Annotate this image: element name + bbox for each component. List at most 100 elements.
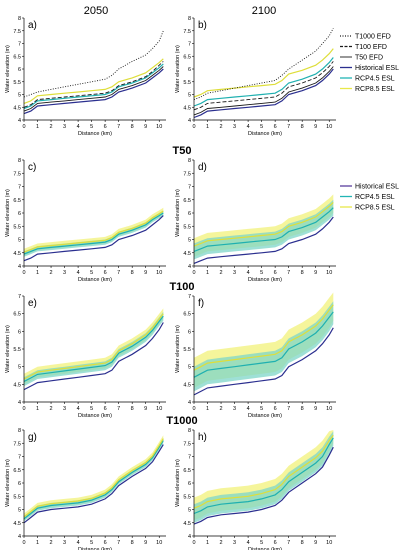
y-tick-label: 4 (18, 264, 21, 270)
panel-h: 0 1 2 3 4 5 6 7 8 9 10 4 4.5 5 5.5 6 6.5 7 7.5 8 Distance (k… (175, 428, 336, 550)
panel-label: g) (28, 432, 37, 443)
x-tick-label: 7 (287, 540, 290, 546)
y-tick-label: 4.5 (13, 251, 21, 257)
y-tick-label: 5.5 (13, 347, 21, 353)
x-tick-label: 7 (117, 540, 120, 546)
x-tick-label: 1 (206, 124, 209, 130)
y-tick-label: 6 (18, 211, 21, 217)
series-line-rcp8-5-esl (23, 313, 164, 380)
y-tick-label: 7.5 (13, 171, 21, 177)
x-tick-label: 10 (326, 124, 332, 130)
y-tick-label: 6 (18, 481, 21, 487)
x-tick-label: 9 (314, 124, 317, 130)
plot-area (24, 430, 166, 536)
x-tick-label: 3 (233, 124, 236, 130)
row-title-t1000: T1000 (166, 415, 197, 427)
y-tick-label: 7.5 (13, 441, 21, 447)
x-tick-label: 5 (90, 540, 93, 546)
x-tick-label: 7 (287, 124, 290, 130)
x-tick-label: 1 (206, 540, 209, 546)
x-tick-label: 0 (22, 270, 25, 276)
series-line-t50-efd (23, 66, 164, 112)
panel-label: f) (198, 298, 204, 309)
x-tick-label: 0 (22, 540, 25, 546)
legend-label: T1000 EFD (355, 34, 391, 41)
y-axis-label: Water elevation (m) (175, 325, 181, 373)
y-tick-label: 4.5 (13, 521, 21, 527)
series-line-rcp4-5-esl (23, 63, 164, 110)
y-tick-label: 4.5 (13, 105, 21, 111)
x-tick-label: 2 (220, 540, 223, 546)
y-tick-label: 7 (188, 185, 191, 191)
y-tick-label: 6.5 (183, 312, 191, 318)
panel-label: h) (198, 432, 207, 443)
plot-area (194, 18, 336, 120)
legend-middle: Historical ESL RCP4.5 ESL RCP8.5 ESL (340, 184, 399, 212)
y-tick-label: 8 (18, 16, 21, 22)
x-tick-label: 1 (36, 540, 39, 546)
legend-top: T1000 EFD T100 EFD T50 EFD Historical ESL RC… (340, 34, 399, 93)
x-tick-label: 10 (326, 270, 332, 276)
x-axis-label: Distance (km) (248, 277, 282, 283)
x-tick-label: 6 (274, 124, 277, 130)
y-axis-label: Water elevation (m) (5, 459, 11, 507)
x-tick-label: 5 (260, 124, 263, 130)
x-tick-label: 4 (77, 540, 80, 546)
series-line-rcp8-5-esl (193, 304, 334, 371)
y-tick-label: 4 (18, 534, 21, 540)
series-line-rcp4-5-esl (193, 311, 334, 378)
x-tick-label: 2 (220, 406, 223, 412)
x-tick-label: 7 (117, 124, 120, 130)
x-tick-label: 4 (247, 406, 250, 412)
legend-label: RCP8.5 ESL (355, 205, 395, 212)
y-tick-label: 5.5 (183, 494, 191, 500)
panel-label: b) (198, 20, 207, 31)
y-tick-label: 5 (18, 238, 21, 244)
y-tick-label: 6 (18, 329, 21, 335)
series-line-rcp8-5-esl (193, 48, 334, 98)
series-line-rcp4-5-esl (193, 207, 334, 252)
panel-e: 0 1 2 3 4 5 6 7 8 9 10 4 4.5 5 5.5 6 6.5 7 Distance (km) Wa… (5, 294, 166, 419)
x-tick-label: 3 (233, 270, 236, 276)
x-tick-label: 6 (104, 406, 107, 412)
x-tick-label: 3 (63, 124, 66, 130)
x-tick-label: 10 (156, 270, 162, 276)
x-tick-label: 1 (36, 124, 39, 130)
x-tick-label: 0 (22, 124, 25, 130)
x-axis-label: Distance (km) (248, 413, 282, 419)
y-tick-label: 4.5 (183, 251, 191, 257)
y-tick-label: 8 (188, 428, 191, 434)
y-tick-label: 4.5 (183, 105, 191, 111)
y-tick-label: 7 (18, 42, 21, 48)
y-tick-label: 6 (18, 67, 21, 73)
plot-area (24, 18, 166, 120)
y-tick-label: 7 (188, 455, 191, 461)
y-tick-label: 4.5 (183, 521, 191, 527)
y-tick-label: 5.5 (13, 80, 21, 86)
x-tick-label: 4 (247, 270, 250, 276)
y-axis-label: Water elevation (m) (5, 189, 11, 237)
series-line-t1000-efd (193, 27, 334, 101)
x-axis-label: Distance (km) (78, 413, 112, 419)
x-tick-label: 2 (50, 270, 53, 276)
x-tick-label: 10 (156, 540, 162, 546)
y-tick-label: 7 (18, 185, 21, 191)
y-tick-label: 5.5 (13, 224, 21, 230)
x-tick-label: 3 (63, 270, 66, 276)
y-tick-label: 5 (188, 93, 191, 99)
x-axis-label: Distance (km) (78, 547, 112, 550)
series-line-rcp8-5-esl (193, 201, 334, 247)
y-axis-label: Water elevation (m) (175, 459, 181, 507)
series-line-historical-esl (193, 216, 334, 264)
column-title-2100: 2100 (252, 5, 276, 17)
x-tick-label: 10 (326, 406, 332, 412)
x-tick-label: 8 (131, 124, 134, 130)
y-tick-label: 6 (188, 481, 191, 487)
y-tick-label: 4.5 (183, 382, 191, 388)
y-tick-label: 6 (188, 67, 191, 73)
x-axis-label: Distance (km) (78, 131, 112, 137)
x-tick-label: 4 (77, 124, 80, 130)
x-tick-label: 0 (192, 124, 195, 130)
row-title-t50: T50 (173, 145, 192, 157)
series-line-rcp4-5-esl (193, 57, 334, 107)
